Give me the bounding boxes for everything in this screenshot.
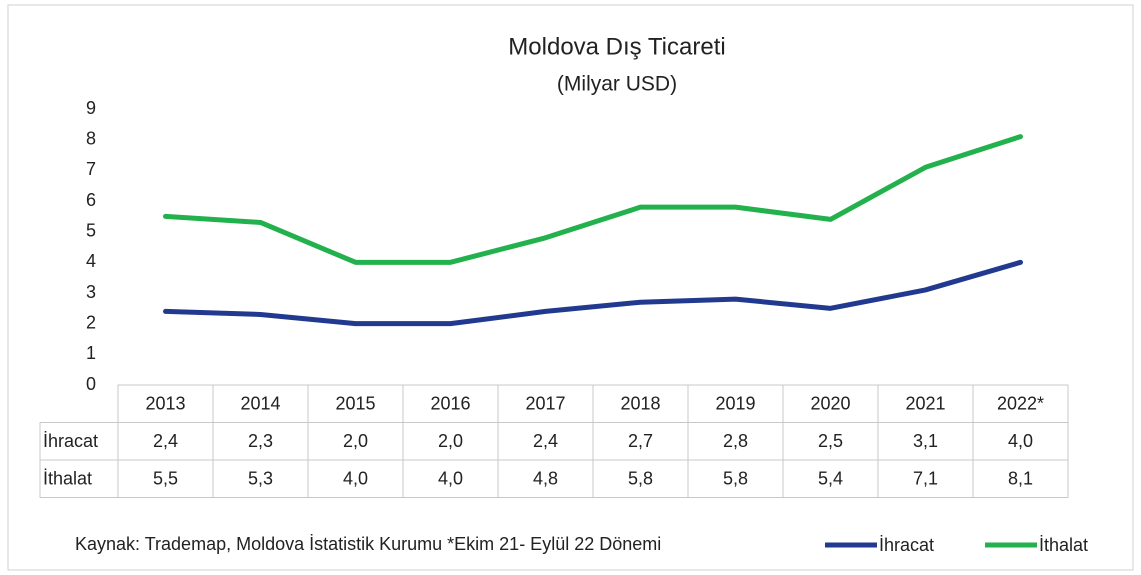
x-tick-label: 2016: [430, 394, 470, 414]
table-row-label: İhracat: [43, 431, 98, 451]
data-label: 5,4: [818, 469, 843, 489]
x-tick-label: 2017: [525, 394, 565, 414]
data-label: 5,8: [723, 469, 748, 489]
data-label: 4,0: [343, 469, 368, 489]
data-label: 2,4: [533, 431, 558, 451]
chart-subtitle: (Milyar USD): [557, 73, 677, 96]
data-label: 4,0: [1008, 431, 1033, 451]
table-row-label: İthalat: [43, 469, 92, 489]
legend-label: İthalat: [1039, 535, 1088, 555]
y-tick-label: 4: [86, 251, 96, 271]
data-label: 5,8: [628, 469, 653, 489]
chart-frame: [7, 4, 1134, 571]
x-tick-label: 2018: [620, 394, 660, 414]
data-label: 5,5: [153, 469, 178, 489]
y-tick-label: 2: [86, 312, 96, 332]
data-label: 4,0: [438, 469, 463, 489]
data-label: 4,8: [533, 469, 558, 489]
data-label: 5,3: [248, 469, 273, 489]
data-label: 2,3: [248, 431, 273, 451]
legend-label: İhracat: [879, 535, 934, 555]
y-tick-label: 8: [86, 128, 96, 148]
series-line: [163, 134, 1023, 265]
y-tick-label: 6: [86, 190, 96, 210]
x-tick-label: 2015: [335, 394, 375, 414]
data-label: 2,5: [818, 431, 843, 451]
data-label: 3,1: [913, 431, 938, 451]
y-tick-label: 7: [86, 159, 96, 179]
data-label: 2,7: [628, 431, 653, 451]
x-tick-label: 2021: [905, 394, 945, 414]
x-tick-label: 2022*: [997, 394, 1044, 414]
series-line: [163, 259, 1023, 327]
data-label: 2,0: [343, 431, 368, 451]
y-tick-label: 3: [86, 282, 96, 302]
data-label: 2,8: [723, 431, 748, 451]
y-tick-label: 9: [86, 98, 96, 118]
x-tick-label: 2014: [240, 394, 280, 414]
data-label: 8,1: [1008, 469, 1033, 489]
source-note: Kaynak: Trademap, Moldova İstatistik Kur…: [75, 534, 661, 554]
chart-title: Moldova Dış Ticareti: [508, 33, 725, 60]
data-label: 2,0: [438, 431, 463, 451]
x-tick-label: 2013: [145, 394, 185, 414]
data-label: 7,1: [913, 469, 938, 489]
data-label: 2,4: [153, 431, 178, 451]
y-tick-label: 5: [86, 220, 96, 240]
y-tick-label: 0: [86, 374, 96, 394]
x-tick-label: 2019: [715, 394, 755, 414]
x-tick-label: 2020: [810, 394, 850, 414]
y-tick-label: 1: [86, 343, 96, 363]
table-cell: [972, 459, 1069, 498]
